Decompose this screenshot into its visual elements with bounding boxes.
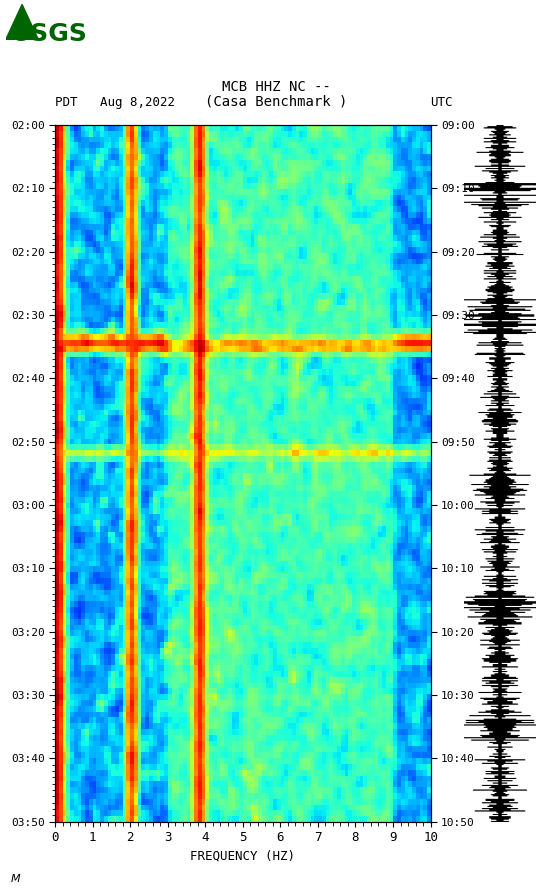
Text: M: M <box>11 874 20 884</box>
X-axis label: FREQUENCY (HZ): FREQUENCY (HZ) <box>190 850 295 863</box>
Text: PDT   Aug 8,2022: PDT Aug 8,2022 <box>55 96 175 109</box>
Polygon shape <box>6 4 39 40</box>
Text: UTC: UTC <box>431 96 453 109</box>
Text: MCB HHZ NC --: MCB HHZ NC -- <box>221 79 331 94</box>
Text: (Casa Benchmark ): (Casa Benchmark ) <box>205 95 347 109</box>
Text: USGS: USGS <box>11 22 88 46</box>
